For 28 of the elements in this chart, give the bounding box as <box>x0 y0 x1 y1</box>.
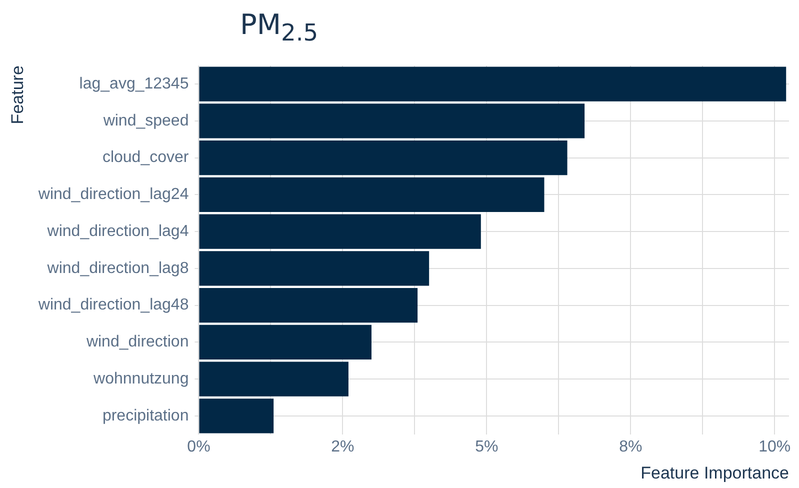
bar <box>199 251 430 286</box>
bar <box>199 324 372 360</box>
y-tick-label: wind_direction_lag4 <box>46 222 189 240</box>
y-tick-label: wind_direction_lag48 <box>37 296 189 314</box>
x-tick-label: 2% <box>331 438 354 456</box>
y-tick-label: wohnnutzung <box>92 370 189 388</box>
y-tick-label: wind_direction_lag24 <box>37 186 189 204</box>
bar <box>199 398 274 434</box>
y-tick-label: wind_speed <box>102 112 189 130</box>
y-tick-label: precipitation <box>102 407 189 424</box>
bar <box>199 288 418 323</box>
bar <box>199 140 568 176</box>
x-tick-label: 5% <box>475 438 498 456</box>
bar <box>199 362 348 396</box>
bar <box>199 66 786 102</box>
y-tick-label: cloud_cover <box>102 149 190 166</box>
y-tick-label: lag_avg_12345 <box>79 75 189 92</box>
y-tick-label: wind_direction <box>85 334 189 351</box>
y-tick-label: wind_direction_lag8 <box>46 260 189 277</box>
chart-title: PM$_{2.5}$ <box>240 8 318 47</box>
y-axis-title: Feature <box>8 66 27 124</box>
bar <box>199 214 481 249</box>
x-tick-label: 10% <box>758 438 791 456</box>
x-tick-label: 8% <box>619 438 642 456</box>
x-tick-label: 0% <box>187 438 210 456</box>
bar <box>199 104 585 138</box>
bar <box>199 177 544 212</box>
x-axis-title: Feature Importance <box>640 463 789 482</box>
